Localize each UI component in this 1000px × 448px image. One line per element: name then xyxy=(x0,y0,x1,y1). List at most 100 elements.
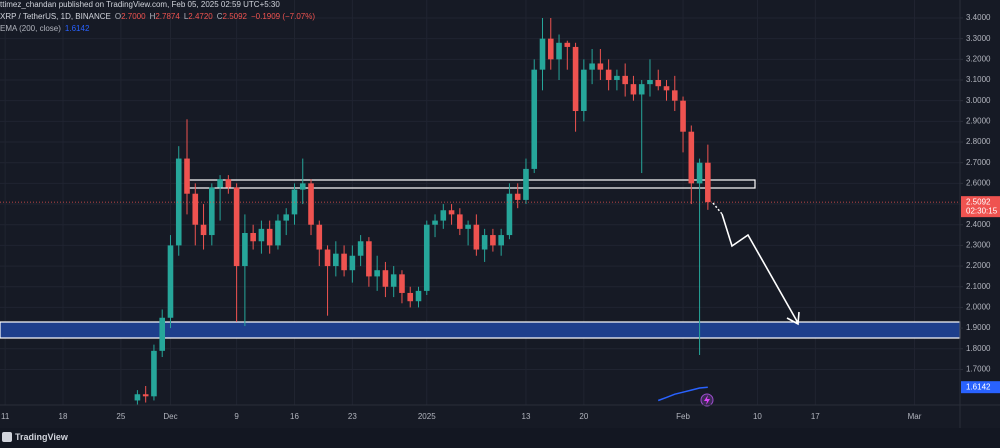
legend-value: 2.4720 xyxy=(188,12,213,21)
legend-symbol: XRP / TetherUS, 1D, BINANCE xyxy=(0,12,111,21)
candle-body xyxy=(688,131,695,184)
candle-body xyxy=(589,63,595,70)
y-tick-label: 2.1000 xyxy=(966,282,991,291)
legend-ema-value: 1.6142 xyxy=(65,24,90,33)
candle-body xyxy=(308,183,314,225)
candle-body xyxy=(399,274,405,293)
candle-body xyxy=(581,69,587,112)
y-tick-label: 3.2000 xyxy=(966,54,991,63)
brand: TradingView xyxy=(15,432,69,442)
candle-body xyxy=(341,253,347,271)
candle-body xyxy=(390,274,397,287)
candle-body xyxy=(448,210,455,215)
x-tick-label: 25 xyxy=(116,412,125,421)
legend-value: 2.7000 xyxy=(121,12,146,21)
candle-body xyxy=(407,292,414,302)
x-tick-label: Feb xyxy=(676,412,690,421)
candle-body xyxy=(209,187,215,236)
y-tick-label: 2.2000 xyxy=(966,261,991,270)
candle-body xyxy=(316,224,323,250)
header: ttimez_chandan published on TradingView.… xyxy=(0,0,280,9)
candle-body xyxy=(556,42,562,60)
candle-body xyxy=(382,270,389,287)
candle-body xyxy=(630,84,637,95)
x-tick-label: 10 xyxy=(753,412,762,421)
candle-body xyxy=(225,179,232,188)
candle-body xyxy=(614,75,620,81)
candle-body xyxy=(266,228,273,246)
countdown: 02:30:15 xyxy=(966,206,998,215)
candle-body xyxy=(366,241,372,277)
candle-body xyxy=(440,210,447,221)
candle-body xyxy=(275,220,281,246)
candle-body xyxy=(374,270,380,277)
legend-key: O xyxy=(115,12,121,21)
event-bolt xyxy=(704,395,710,405)
candle-body xyxy=(299,183,306,190)
candle-body xyxy=(258,228,265,242)
candle-body xyxy=(283,214,290,221)
candle-body xyxy=(159,317,166,351)
candle-body xyxy=(680,100,686,132)
candles xyxy=(134,17,711,405)
x-tick-label: 23 xyxy=(348,412,357,421)
indicator-legend: EMA (200, close) 1.6142 xyxy=(0,24,90,33)
y-tick-label: 1.7000 xyxy=(966,365,991,374)
candle-body xyxy=(523,168,529,200)
legend: XRP / TetherUS, 1D, BINANCE O2.7000 H2.787… xyxy=(0,12,315,21)
x-tick-label: 9 xyxy=(234,412,239,421)
candle-body xyxy=(705,162,711,203)
candle-body xyxy=(647,80,653,85)
candle-body xyxy=(192,193,199,225)
y-tick-label: 2.6000 xyxy=(966,178,991,187)
candle-body xyxy=(547,38,554,60)
candle-body xyxy=(217,179,223,188)
projection-arrow xyxy=(721,213,799,324)
candle-body xyxy=(605,69,612,81)
x-tick-label: 11 xyxy=(1,412,10,421)
x-tick-label: Mar xyxy=(908,412,922,421)
x-tick-label: 20 xyxy=(579,412,588,421)
candle-body xyxy=(151,350,157,397)
y-tick-label: 3.3000 xyxy=(966,34,991,43)
candle-body xyxy=(242,232,248,267)
x-tick-label: 16 xyxy=(290,412,299,421)
y-tick-label: 2.7000 xyxy=(966,158,991,167)
legend-change: −0.1909 (−7.07%) xyxy=(251,12,315,21)
candle-body xyxy=(622,75,628,85)
legend-value: 2.7874 xyxy=(155,12,180,21)
candle-body xyxy=(498,235,504,246)
y-tick-label: 3.0000 xyxy=(966,96,991,105)
ema-tag-label: 1.6142 xyxy=(966,382,991,391)
candle-body xyxy=(250,232,256,242)
legend-key: L xyxy=(184,12,189,21)
candle-body xyxy=(572,46,579,112)
ema-line xyxy=(657,386,708,402)
candle-body xyxy=(490,235,496,246)
candle-body xyxy=(142,394,149,397)
candle-body xyxy=(597,63,604,70)
legend-value: 2.5092 xyxy=(223,12,248,21)
candle-body xyxy=(638,84,645,95)
last-price-label: 2.5092 xyxy=(966,197,991,206)
candle-body xyxy=(663,86,670,91)
y-tick-label: 3.1000 xyxy=(966,75,991,84)
candle-body xyxy=(432,220,438,225)
x-tick-label: 18 xyxy=(59,412,68,421)
y-tick-label: 2.0000 xyxy=(966,303,991,312)
candle-body xyxy=(531,69,538,169)
candle-body xyxy=(465,224,471,229)
legend-key: C xyxy=(217,12,223,21)
y-tick-label: 2.3000 xyxy=(966,241,991,250)
arrow-head xyxy=(786,311,800,326)
brand-logo xyxy=(2,432,12,442)
candle-body xyxy=(473,224,480,250)
candle-body xyxy=(457,214,463,229)
candle-body xyxy=(233,187,240,267)
candle-body xyxy=(415,290,422,302)
candle-body xyxy=(349,255,356,271)
candle-body xyxy=(696,162,703,184)
candle-body xyxy=(564,42,571,47)
candle-body xyxy=(671,90,678,101)
